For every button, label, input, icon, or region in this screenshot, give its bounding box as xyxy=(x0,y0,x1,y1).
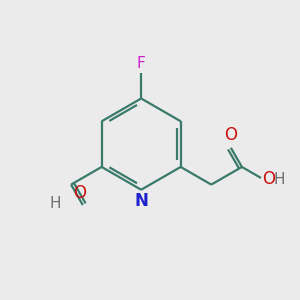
Text: F: F xyxy=(137,56,146,71)
Text: H: H xyxy=(273,172,285,187)
Text: H: H xyxy=(50,196,61,211)
Text: N: N xyxy=(134,192,148,210)
Text: O: O xyxy=(262,170,275,188)
Text: O: O xyxy=(224,126,237,144)
Text: O: O xyxy=(74,184,86,202)
